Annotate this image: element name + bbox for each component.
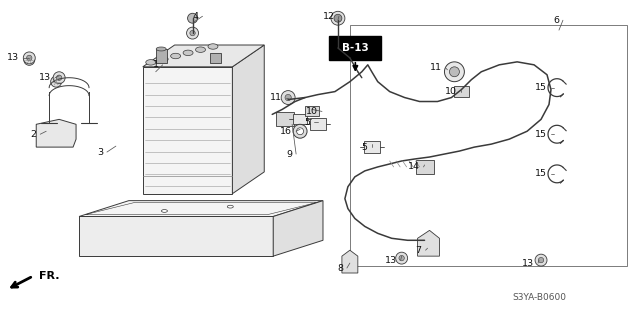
Bar: [305, 107, 319, 116]
Bar: [310, 118, 326, 130]
Bar: [211, 53, 221, 63]
Bar: [415, 160, 433, 174]
Text: 8: 8: [337, 263, 343, 272]
Text: 15: 15: [535, 130, 547, 139]
Circle shape: [335, 15, 341, 21]
Ellipse shape: [227, 205, 233, 208]
Text: 6: 6: [553, 16, 559, 25]
Text: 10: 10: [306, 107, 318, 116]
Circle shape: [293, 124, 307, 138]
Text: 5: 5: [362, 143, 368, 152]
Polygon shape: [79, 201, 323, 217]
Circle shape: [538, 257, 544, 263]
Polygon shape: [417, 230, 440, 256]
Polygon shape: [342, 250, 358, 273]
Text: 9: 9: [286, 150, 292, 159]
Text: 11: 11: [429, 63, 442, 72]
Text: 11: 11: [270, 93, 282, 102]
Circle shape: [281, 91, 295, 105]
Text: 1: 1: [153, 60, 159, 69]
Circle shape: [23, 52, 35, 64]
Circle shape: [399, 256, 404, 261]
Ellipse shape: [146, 60, 156, 65]
Polygon shape: [36, 119, 76, 147]
Text: 15: 15: [535, 83, 547, 92]
Ellipse shape: [208, 44, 218, 49]
Ellipse shape: [156, 47, 166, 51]
Text: 12: 12: [323, 12, 335, 21]
Text: 14: 14: [408, 162, 420, 171]
Ellipse shape: [161, 210, 168, 212]
Bar: [364, 141, 380, 153]
Text: 13: 13: [7, 53, 19, 63]
Circle shape: [334, 14, 342, 22]
Text: 15: 15: [535, 169, 547, 178]
Text: FR.: FR.: [39, 271, 60, 281]
Circle shape: [535, 254, 547, 266]
Text: 5: 5: [304, 118, 310, 127]
Circle shape: [444, 62, 465, 82]
Text: 16: 16: [280, 127, 292, 136]
Text: 4: 4: [193, 12, 198, 21]
Ellipse shape: [196, 47, 205, 52]
Text: S3YA-B0600: S3YA-B0600: [512, 293, 566, 302]
Bar: [293, 115, 307, 124]
Circle shape: [331, 11, 345, 25]
Bar: [276, 112, 294, 126]
Circle shape: [51, 76, 61, 87]
Circle shape: [296, 128, 303, 135]
Text: B-13: B-13: [342, 43, 369, 53]
Text: 2: 2: [30, 130, 36, 139]
Text: 13: 13: [385, 256, 397, 265]
Text: 3: 3: [97, 148, 103, 157]
Text: 13: 13: [522, 259, 534, 268]
Polygon shape: [232, 45, 264, 194]
Circle shape: [24, 55, 35, 65]
Polygon shape: [143, 67, 232, 194]
Circle shape: [187, 27, 198, 39]
Circle shape: [396, 252, 408, 264]
Bar: [454, 86, 469, 97]
Bar: [329, 36, 381, 60]
Ellipse shape: [171, 53, 180, 59]
Circle shape: [27, 55, 32, 61]
Ellipse shape: [183, 50, 193, 56]
Text: 7: 7: [415, 246, 422, 255]
Text: 13: 13: [39, 73, 51, 82]
Text: 10: 10: [445, 87, 458, 96]
Circle shape: [188, 13, 198, 23]
Polygon shape: [143, 45, 264, 67]
Circle shape: [53, 72, 65, 84]
Bar: [156, 49, 166, 63]
Ellipse shape: [158, 56, 168, 62]
Circle shape: [56, 75, 62, 80]
Circle shape: [449, 67, 460, 77]
Circle shape: [285, 94, 291, 101]
Polygon shape: [79, 217, 273, 256]
Polygon shape: [273, 201, 323, 256]
Circle shape: [190, 30, 195, 36]
